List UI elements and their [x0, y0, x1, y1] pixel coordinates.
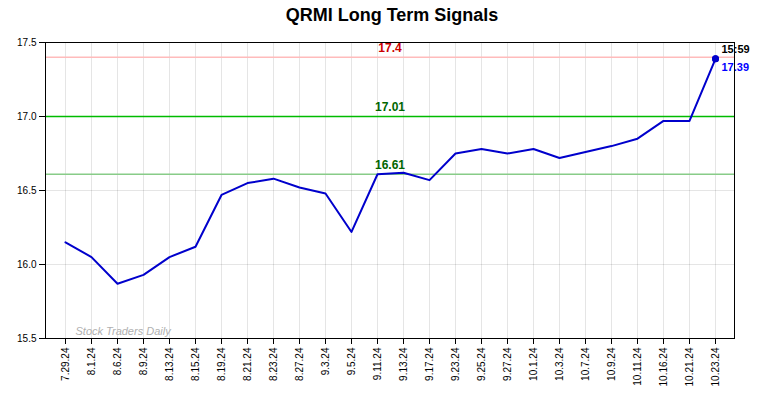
svg-text:8.19.24: 8.19.24 — [216, 347, 227, 381]
svg-text:8.21.24: 8.21.24 — [242, 347, 253, 381]
svg-text:9.11.24: 9.11.24 — [372, 347, 383, 380]
svg-text:9.27.24: 9.27.24 — [502, 347, 513, 381]
svg-text:10.9.24: 10.9.24 — [606, 347, 617, 381]
svg-text:15:59: 15:59 — [722, 43, 750, 55]
svg-text:17.4: 17.4 — [378, 41, 402, 55]
svg-text:17.39: 17.39 — [722, 61, 750, 73]
svg-text:9.17.24: 9.17.24 — [424, 347, 435, 381]
svg-text:7.29.24: 7.29.24 — [60, 347, 71, 381]
svg-text:16.5: 16.5 — [17, 185, 37, 196]
svg-text:8.23.24: 8.23.24 — [268, 347, 279, 381]
svg-text:8.15.24: 8.15.24 — [190, 347, 201, 381]
svg-text:9.25.24: 9.25.24 — [476, 347, 487, 381]
svg-text:Stock Traders Daily: Stock Traders Daily — [76, 325, 173, 337]
svg-text:10.1.24: 10.1.24 — [528, 347, 539, 381]
svg-text:9.13.24: 9.13.24 — [398, 347, 409, 381]
svg-text:10.3.24: 10.3.24 — [554, 347, 565, 381]
svg-text:10.11.24: 10.11.24 — [632, 347, 643, 386]
svg-text:9.3.24: 9.3.24 — [320, 347, 331, 375]
svg-text:8.9.24: 8.9.24 — [138, 347, 149, 375]
svg-text:9.23.24: 9.23.24 — [450, 347, 461, 381]
svg-text:17.01: 17.01 — [375, 100, 405, 114]
svg-text:8.27.24: 8.27.24 — [294, 347, 305, 381]
svg-text:8.1.24: 8.1.24 — [86, 347, 97, 375]
svg-text:10.16.24: 10.16.24 — [658, 347, 669, 386]
svg-text:15.5: 15.5 — [17, 333, 37, 344]
svg-text:8.6.24: 8.6.24 — [112, 347, 123, 375]
svg-text:10.21.24: 10.21.24 — [684, 347, 695, 386]
html-text:QRMI Long Term Signals: QRMI Long Term Signals — [285, 5, 499, 25]
svg-text:17.0: 17.0 — [17, 111, 37, 122]
svg-text:10.23.24: 10.23.24 — [710, 347, 721, 386]
svg-text:16.61: 16.61 — [375, 158, 405, 172]
svg-text:16.0: 16.0 — [17, 259, 37, 270]
svg-text:9.5.24: 9.5.24 — [346, 347, 357, 375]
svg-text:17.5: 17.5 — [17, 37, 37, 48]
svg-text:8.13.24: 8.13.24 — [164, 347, 175, 381]
svg-text:10.7.24: 10.7.24 — [580, 347, 591, 381]
